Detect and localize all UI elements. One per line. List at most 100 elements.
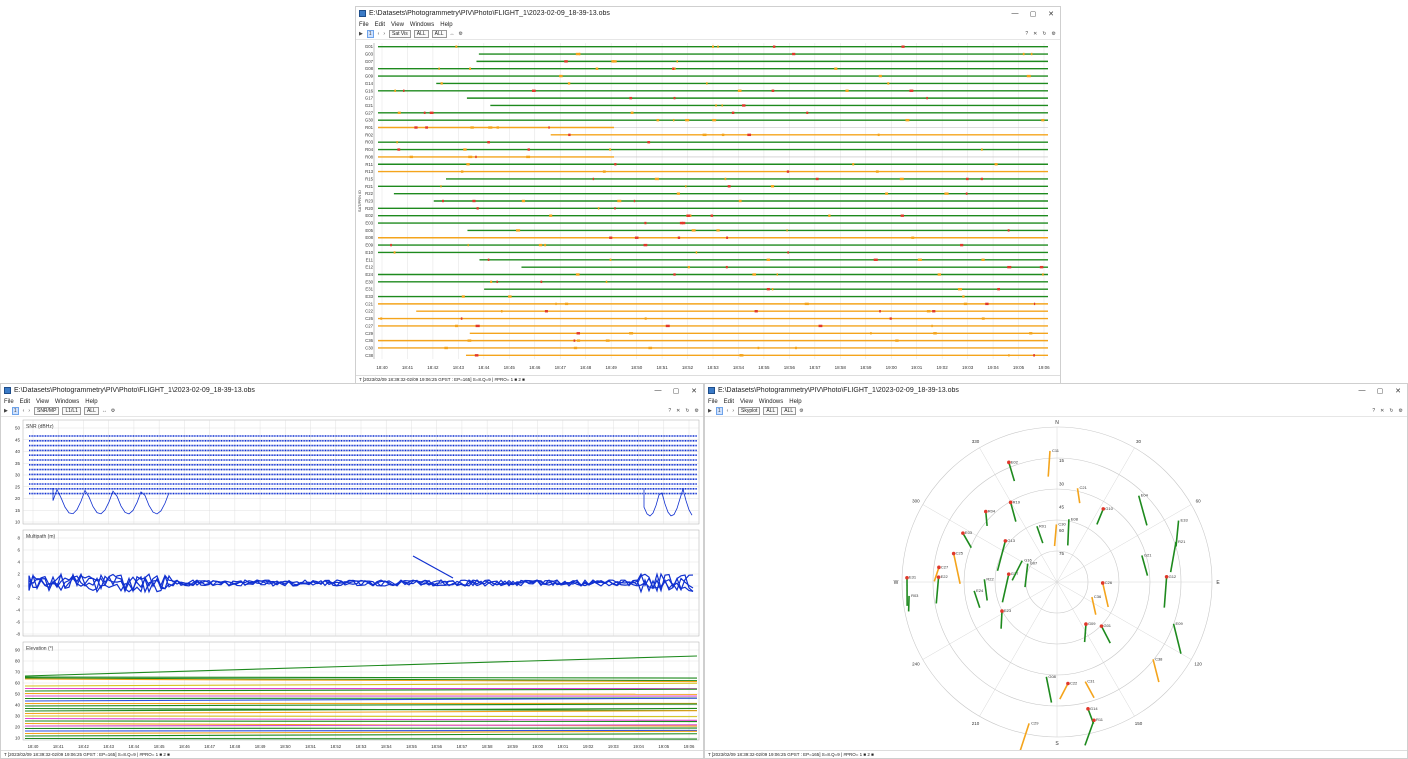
sat-label: G08 (1048, 674, 1056, 679)
record-number[interactable]: 1 (715, 407, 723, 415)
maximize-button[interactable]: ▢ (672, 387, 680, 395)
settings-icon[interactable]: ⚙ (458, 31, 464, 37)
azimuth-label: 60 (1196, 499, 1202, 504)
options-icon[interactable]: ⚙ (694, 408, 699, 414)
menu-file[interactable]: File (708, 398, 718, 405)
elevation-series (24, 715, 698, 718)
sat-label: C36 (1094, 594, 1102, 599)
menu-edit[interactable]: Edit (19, 398, 31, 405)
sat-select[interactable]: ALL (83, 407, 99, 415)
plot-type-select[interactable]: Sat Vis (388, 30, 411, 38)
sat-track (1001, 573, 1010, 603)
slip-marker (766, 258, 771, 261)
play-icon[interactable]: ▶ (708, 408, 712, 414)
maximize-button[interactable]: ▢ (1376, 387, 1384, 395)
signal-select[interactable]: ALL (413, 30, 429, 38)
clear-icon[interactable]: ✕ (1380, 408, 1385, 414)
menu-file[interactable]: File (4, 398, 14, 405)
minimize-button[interactable]: — (1358, 387, 1366, 394)
slip-marker (487, 141, 490, 144)
play-icon[interactable]: ▶ (359, 31, 363, 37)
sat-label: G10 (1105, 506, 1113, 511)
menu-help[interactable]: Help (440, 21, 453, 28)
options-icon[interactable]: ⚙ (1398, 408, 1403, 414)
options-icon[interactable]: ⚙ (1051, 31, 1056, 37)
slip-marker (647, 141, 651, 144)
slip-marker (614, 207, 616, 210)
sat-track (1172, 623, 1182, 654)
sat-select[interactable]: ALL (781, 407, 797, 415)
time-tick-label: 18:56 (784, 365, 796, 370)
slip-marker (394, 89, 397, 92)
help-icon[interactable]: ? (1025, 31, 1029, 37)
prev-icon[interactable]: ‹ (377, 31, 380, 37)
play-icon[interactable]: ▶ (4, 408, 8, 414)
next-icon[interactable]: › (732, 408, 734, 414)
fit-icon[interactable]: ↔ (101, 408, 107, 414)
maximize-button[interactable]: ▢ (1029, 10, 1037, 18)
fit-icon[interactable]: ↔ (449, 31, 455, 37)
clear-icon[interactable]: ✕ (676, 408, 681, 414)
reload-icon[interactable]: ↻ (1042, 31, 1047, 37)
slip-marker (981, 317, 985, 320)
sat-position-dot (983, 509, 988, 514)
sat-label: G14 (1090, 706, 1098, 711)
time-tick-label: 19:01 (557, 744, 568, 749)
prev-icon[interactable]: ‹ (726, 408, 729, 414)
slip-marker (605, 339, 610, 342)
settings-icon[interactable]: ⚙ (110, 408, 116, 414)
next-icon[interactable]: › (28, 408, 30, 414)
prev-icon[interactable]: ‹ (22, 408, 25, 414)
record-number[interactable]: 1 (366, 30, 374, 38)
signal-select[interactable]: ALL (763, 407, 779, 415)
help-icon[interactable]: ? (1372, 408, 1376, 414)
reload-icon[interactable]: ↻ (1389, 408, 1394, 414)
slip-marker (909, 89, 914, 92)
status-bar: T [2023/02/09 18:39:32-02/09 19:06:25 GP… (705, 750, 1407, 758)
sat-label: C25 (956, 551, 964, 556)
slip-marker (466, 163, 470, 166)
sat-track (1141, 555, 1149, 576)
minimize-button[interactable]: — (654, 387, 662, 394)
sat-track (996, 540, 1007, 571)
menu-windows[interactable]: Windows (54, 398, 80, 405)
menu-help[interactable]: Help (789, 398, 802, 405)
slip-marker (390, 243, 392, 247)
sat-track (1009, 502, 1017, 522)
settings-icon[interactable]: ⚙ (799, 408, 804, 414)
menu-windows[interactable]: Windows (409, 21, 435, 28)
slip-marker (527, 148, 530, 151)
plot-type-select[interactable]: SNR/MP (33, 407, 60, 415)
time-tick-label: 19:01 (911, 365, 923, 370)
close-button[interactable]: ✕ (691, 387, 697, 395)
sat-track (1008, 462, 1016, 482)
plot-type-select[interactable]: Skyplot (737, 407, 761, 415)
slip-marker (706, 82, 708, 85)
azimuth-spoke (1056, 581, 1135, 717)
menu-view[interactable]: View (740, 398, 753, 405)
sat-label: E05 (365, 228, 373, 233)
close-button[interactable]: ✕ (1048, 10, 1054, 18)
close-button[interactable]: ✕ (1395, 387, 1401, 395)
sat-select[interactable]: ALL (431, 30, 447, 38)
slip-marker (438, 67, 440, 70)
help-icon[interactable]: ? (668, 408, 672, 414)
menu-edit[interactable]: Edit (374, 21, 386, 28)
elevation-series (24, 724, 698, 727)
signal-select[interactable]: L1/L1 (62, 407, 81, 415)
menu-view[interactable]: View (391, 21, 404, 28)
sat-position-dot (1164, 574, 1169, 579)
minimize-button[interactable]: — (1011, 10, 1019, 17)
slip-marker (648, 346, 653, 350)
menu-windows[interactable]: Windows (758, 398, 784, 405)
slip-marker (455, 45, 458, 48)
reload-icon[interactable]: ↻ (685, 408, 690, 414)
menu-view[interactable]: View (36, 398, 49, 405)
clear-icon[interactable]: ✕ (1033, 31, 1038, 37)
record-number[interactable]: 1 (11, 407, 19, 415)
next-icon[interactable]: › (383, 31, 385, 37)
slip-marker (1007, 265, 1012, 269)
menu-file[interactable]: File (359, 21, 369, 28)
menu-help[interactable]: Help (85, 398, 98, 405)
menu-edit[interactable]: Edit (723, 398, 735, 405)
